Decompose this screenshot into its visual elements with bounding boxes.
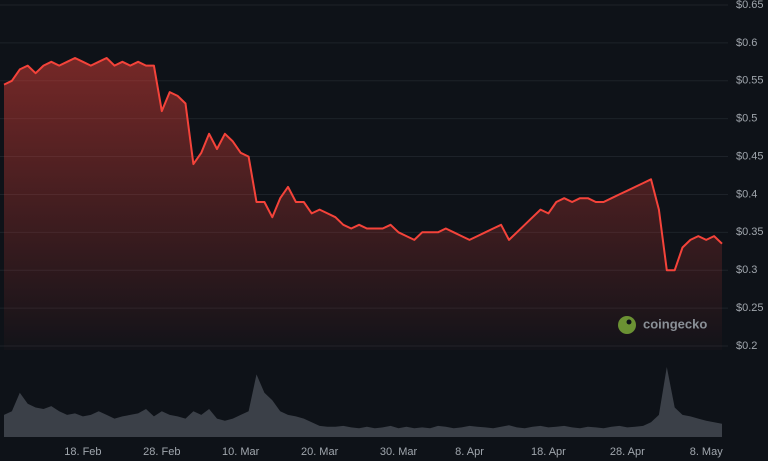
x-tick-label: 18. Feb <box>64 446 101 458</box>
y-tick-label: $0.5 <box>736 113 757 125</box>
x-tick-label: 30. Mar <box>380 446 418 458</box>
x-tick-label: 10. Mar <box>222 446 260 458</box>
y-tick-label: $0.55 <box>736 75 764 87</box>
y-tick-label: $0.45 <box>736 150 764 162</box>
y-tick-label: $0.2 <box>736 340 757 352</box>
logo <box>618 316 636 334</box>
x-tick-label: 8. Apr <box>455 446 484 458</box>
price-area <box>4 58 722 350</box>
volume-area <box>4 367 722 437</box>
y-tick-label: $0.4 <box>736 188 757 200</box>
watermark: coingecko <box>618 316 707 334</box>
x-tick-label: 28. Feb <box>143 446 180 458</box>
logo-eye <box>626 319 632 325</box>
y-tick-label: $0.35 <box>736 226 764 238</box>
x-tick-label: 28. Apr <box>610 446 645 458</box>
x-tick-label: 8. May <box>690 446 724 458</box>
y-tick-label: $0.3 <box>736 264 757 276</box>
y-tick-label: $0.25 <box>736 302 764 314</box>
x-tick-label: 18. Apr <box>531 446 566 458</box>
x-tick-label: 20. Mar <box>301 446 339 458</box>
y-tick-label: $0.6 <box>736 37 757 49</box>
y-tick-label: $0.65 <box>736 0 764 11</box>
price-line <box>3 57 723 272</box>
watermark-text: coingecko <box>643 316 707 331</box>
